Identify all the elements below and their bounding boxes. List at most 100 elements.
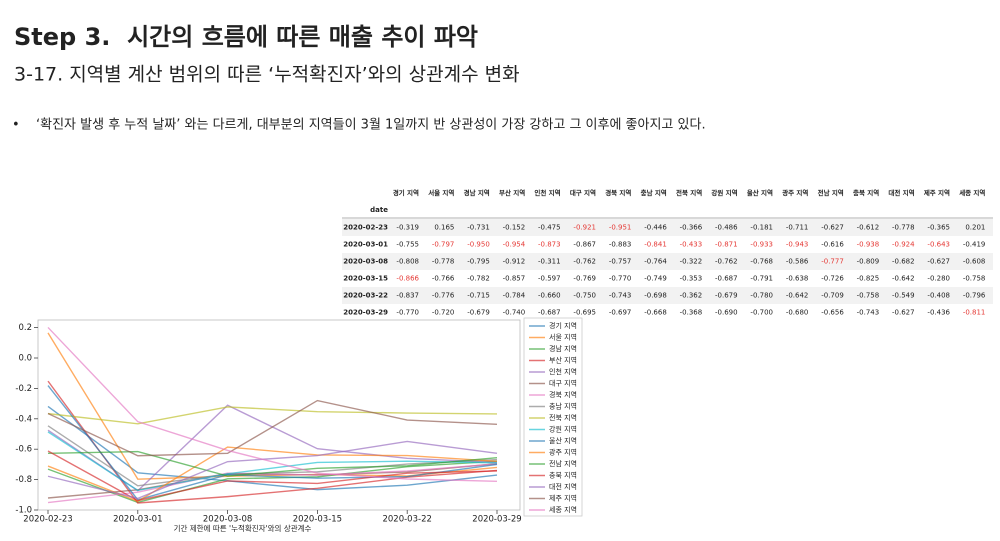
table-cell: -0.682 [892,258,915,266]
legend-label: 경북 지역 [549,390,577,399]
table-cell: -0.791 [750,275,773,283]
table-cell: -0.795 [467,258,490,266]
x-tick-label: 2020-02-23 [23,515,72,525]
table-cell: -0.797 [432,241,455,249]
table-cell: -0.778 [432,258,455,266]
table-cell: -0.586 [786,258,809,266]
table-cell: -0.866 [396,275,419,283]
table-cell: -0.841 [644,241,667,249]
column-header: 경기 지역 [393,188,419,197]
plot-frame [37,319,521,511]
legend-label: 전북 지역 [549,413,577,422]
table-cell: -0.758 [857,292,880,300]
table-cell: -0.796 [963,292,986,300]
legend-label: 전남 지역 [549,459,577,468]
table-cell: -0.924 [892,241,915,249]
series-line [47,425,498,487]
column-header: 경남 지역 [464,188,490,197]
table-cell: -0.597 [538,275,561,283]
table-cell: -0.731 [467,224,490,232]
y-tick-label: -0.8 [15,475,32,485]
table-cell: -0.627 [821,224,844,232]
legend-label: 광주 지역 [549,448,577,457]
row-header: 2020-03-01 [343,241,388,249]
table-cell: -0.362 [680,292,703,300]
x-axis-label: 기간 제한에 따른 '누적확진자'와의 상관계수 [174,523,312,533]
table-cell: -0.353 [680,275,703,283]
series-line [47,399,498,457]
table-cell: -0.627 [892,309,915,317]
y-tick-label: -0.6 [15,445,32,455]
table-cell: -0.446 [644,224,667,232]
table-cell: -0.152 [503,224,526,232]
y-tick-label: 0.0 [18,354,32,364]
table-cell: -0.280 [927,275,950,283]
table-cell: -0.755 [396,241,419,249]
table-cell: -0.780 [750,292,773,300]
series-line [47,463,498,504]
table-cell: -0.943 [786,241,809,249]
table-cell: -0.616 [821,241,844,249]
table-cell: -0.938 [857,241,880,249]
table-cell: -0.720 [432,309,455,317]
table-cell: -0.837 [396,292,419,300]
column-header: 전북 지역 [676,188,702,197]
row-header: 2020-03-22 [343,292,388,300]
legend-label: 제주 지역 [549,494,577,503]
table-cell: -0.668 [644,309,667,317]
legend-box [523,317,583,517]
column-header: 세종 지역 [959,188,985,197]
y-tick-label: 0.2 [18,323,32,333]
x-tick-label: 2020-03-08 [203,515,252,525]
column-header: 경북 지역 [605,188,631,197]
table-cell: -0.740 [503,309,526,317]
table-cell: -0.612 [857,224,880,232]
table-cell: -0.769 [573,275,596,283]
x-tick-label: 2020-03-15 [293,515,342,525]
table-cell: -0.762 [715,258,738,266]
column-header: 제주 지역 [924,188,950,197]
table-cell: -0.825 [857,275,880,283]
series-line [47,385,498,501]
table-cell: -0.679 [467,309,490,317]
table-cell: -0.311 [538,258,561,266]
table-cell: -0.687 [538,309,561,317]
table-cell: -0.486 [715,224,738,232]
series-line [47,406,498,425]
y-tick-label: -1.0 [15,506,32,516]
legend-label: 대전 지역 [549,482,577,491]
column-header: 광주 지역 [782,188,808,197]
column-header: 인천 지역 [534,188,560,197]
table-cell: -0.873 [538,241,561,249]
legend-label: 세종 지역 [549,505,577,514]
table-cell: -0.711 [786,224,809,232]
table-cell: 0.201 [965,224,985,232]
table-cell: -0.757 [609,258,632,266]
table-cell: -0.680 [786,309,809,317]
slide-title: Step 3. 시간의 흐름에 따른 매출 추이 파악 [14,23,478,51]
table-cell: -0.758 [963,275,986,283]
index-name: date [370,206,388,214]
table-cell: -0.695 [573,309,596,317]
row-stripe [342,287,993,304]
table-cell: -0.776 [432,292,455,300]
table-cell: -0.433 [680,241,703,249]
column-header: 서울 지역 [428,188,454,197]
table-cell: -0.933 [750,241,773,249]
table-cell: -0.912 [503,258,526,266]
y-tick-label: -0.4 [15,414,32,424]
legend-label: 부산 지역 [549,356,577,365]
table-cell: -0.408 [927,292,950,300]
table-cell: -0.436 [927,309,950,317]
table-cell: -0.809 [857,258,880,266]
table-cell: -0.808 [396,258,419,266]
series-line [47,450,498,502]
table-cell: -0.627 [927,258,950,266]
table-cell: -0.782 [467,275,490,283]
x-tick-label: 2020-03-29 [472,515,521,525]
table-cell: -0.867 [573,241,596,249]
slide-subtitle: 3-17. 지역별 계산 범위의 따른 ‘누적확진자’와의 상관계수 변화 [14,64,520,86]
table-cell: -0.642 [786,292,809,300]
table-cell: -0.768 [750,258,773,266]
